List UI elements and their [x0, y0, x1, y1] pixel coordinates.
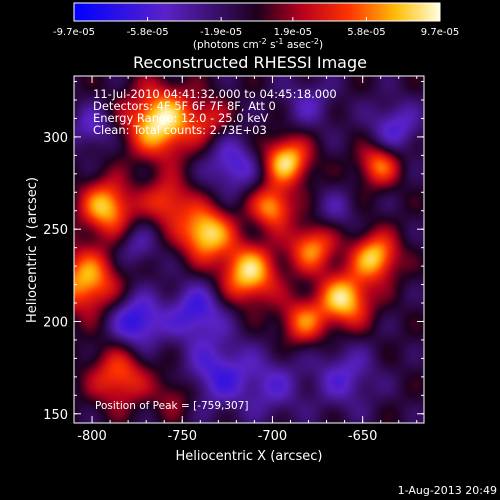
y-tick-label: 300	[43, 131, 68, 146]
x-tick-label: -700	[258, 429, 288, 444]
peak-position-label: Position of Peak = [-759,307]	[95, 400, 249, 412]
colorbar-units: (photons cm-2 s-1 asec-2)	[193, 37, 323, 51]
heatmap-image	[74, 76, 424, 423]
y-axis-label: Heliocentric Y (arcsec)	[25, 177, 40, 323]
colorbar-tick-label: 1.9e-05	[274, 27, 312, 38]
detectors-line: Detectors: 4F 5F 6F 7F 8F, Att 0	[93, 99, 276, 113]
colorbar-tick-label: -5.8e-05	[127, 27, 169, 38]
time-range: 11-Jul-2010 04:41:32.000 to 04:45:18.000	[93, 87, 337, 101]
plot-area	[74, 76, 424, 423]
plot-frame	[73, 75, 425, 424]
colorbar-tick-label: 5.8e-05	[347, 27, 385, 38]
colorbar-tick-label: -1.9e-05	[200, 27, 242, 38]
observation-header: 11-Jul-2010 04:41:32.000 to 04:45:18.000…	[93, 87, 337, 137]
energy-range: Energy Range: 12.0 - 25.0 keV	[93, 111, 269, 125]
colorbar-tick-label: -9.7e-05	[53, 27, 95, 38]
x-tick-label: -650	[348, 429, 378, 444]
y-tick-label: 200	[43, 315, 68, 330]
colorbar-tick-label: 9.7e-05	[421, 27, 459, 38]
y-tick-label: 250	[43, 223, 68, 238]
timestamp: 1-Aug-2013 20:49	[398, 484, 497, 497]
x-tick-label: -800	[77, 429, 107, 444]
colorbar	[73, 2, 441, 22]
x-tick-label: -750	[167, 429, 197, 444]
y-tick-label: 150	[43, 408, 68, 423]
axis-ticks: -800 -750 -700 -650 150 200 250 300	[43, 76, 424, 444]
x-axis-label: Heliocentric X (arcsec)	[176, 449, 323, 464]
algorithm-line: Clean: Total counts: 2.73E+03	[93, 123, 267, 137]
colorbar-ticks: -9.7e-05 -5.8e-05 -1.9e-05 1.9e-05 5.8e-05 9.…	[53, 17, 459, 38]
chart-title: Reconstructed RHESSI Image	[133, 53, 367, 72]
